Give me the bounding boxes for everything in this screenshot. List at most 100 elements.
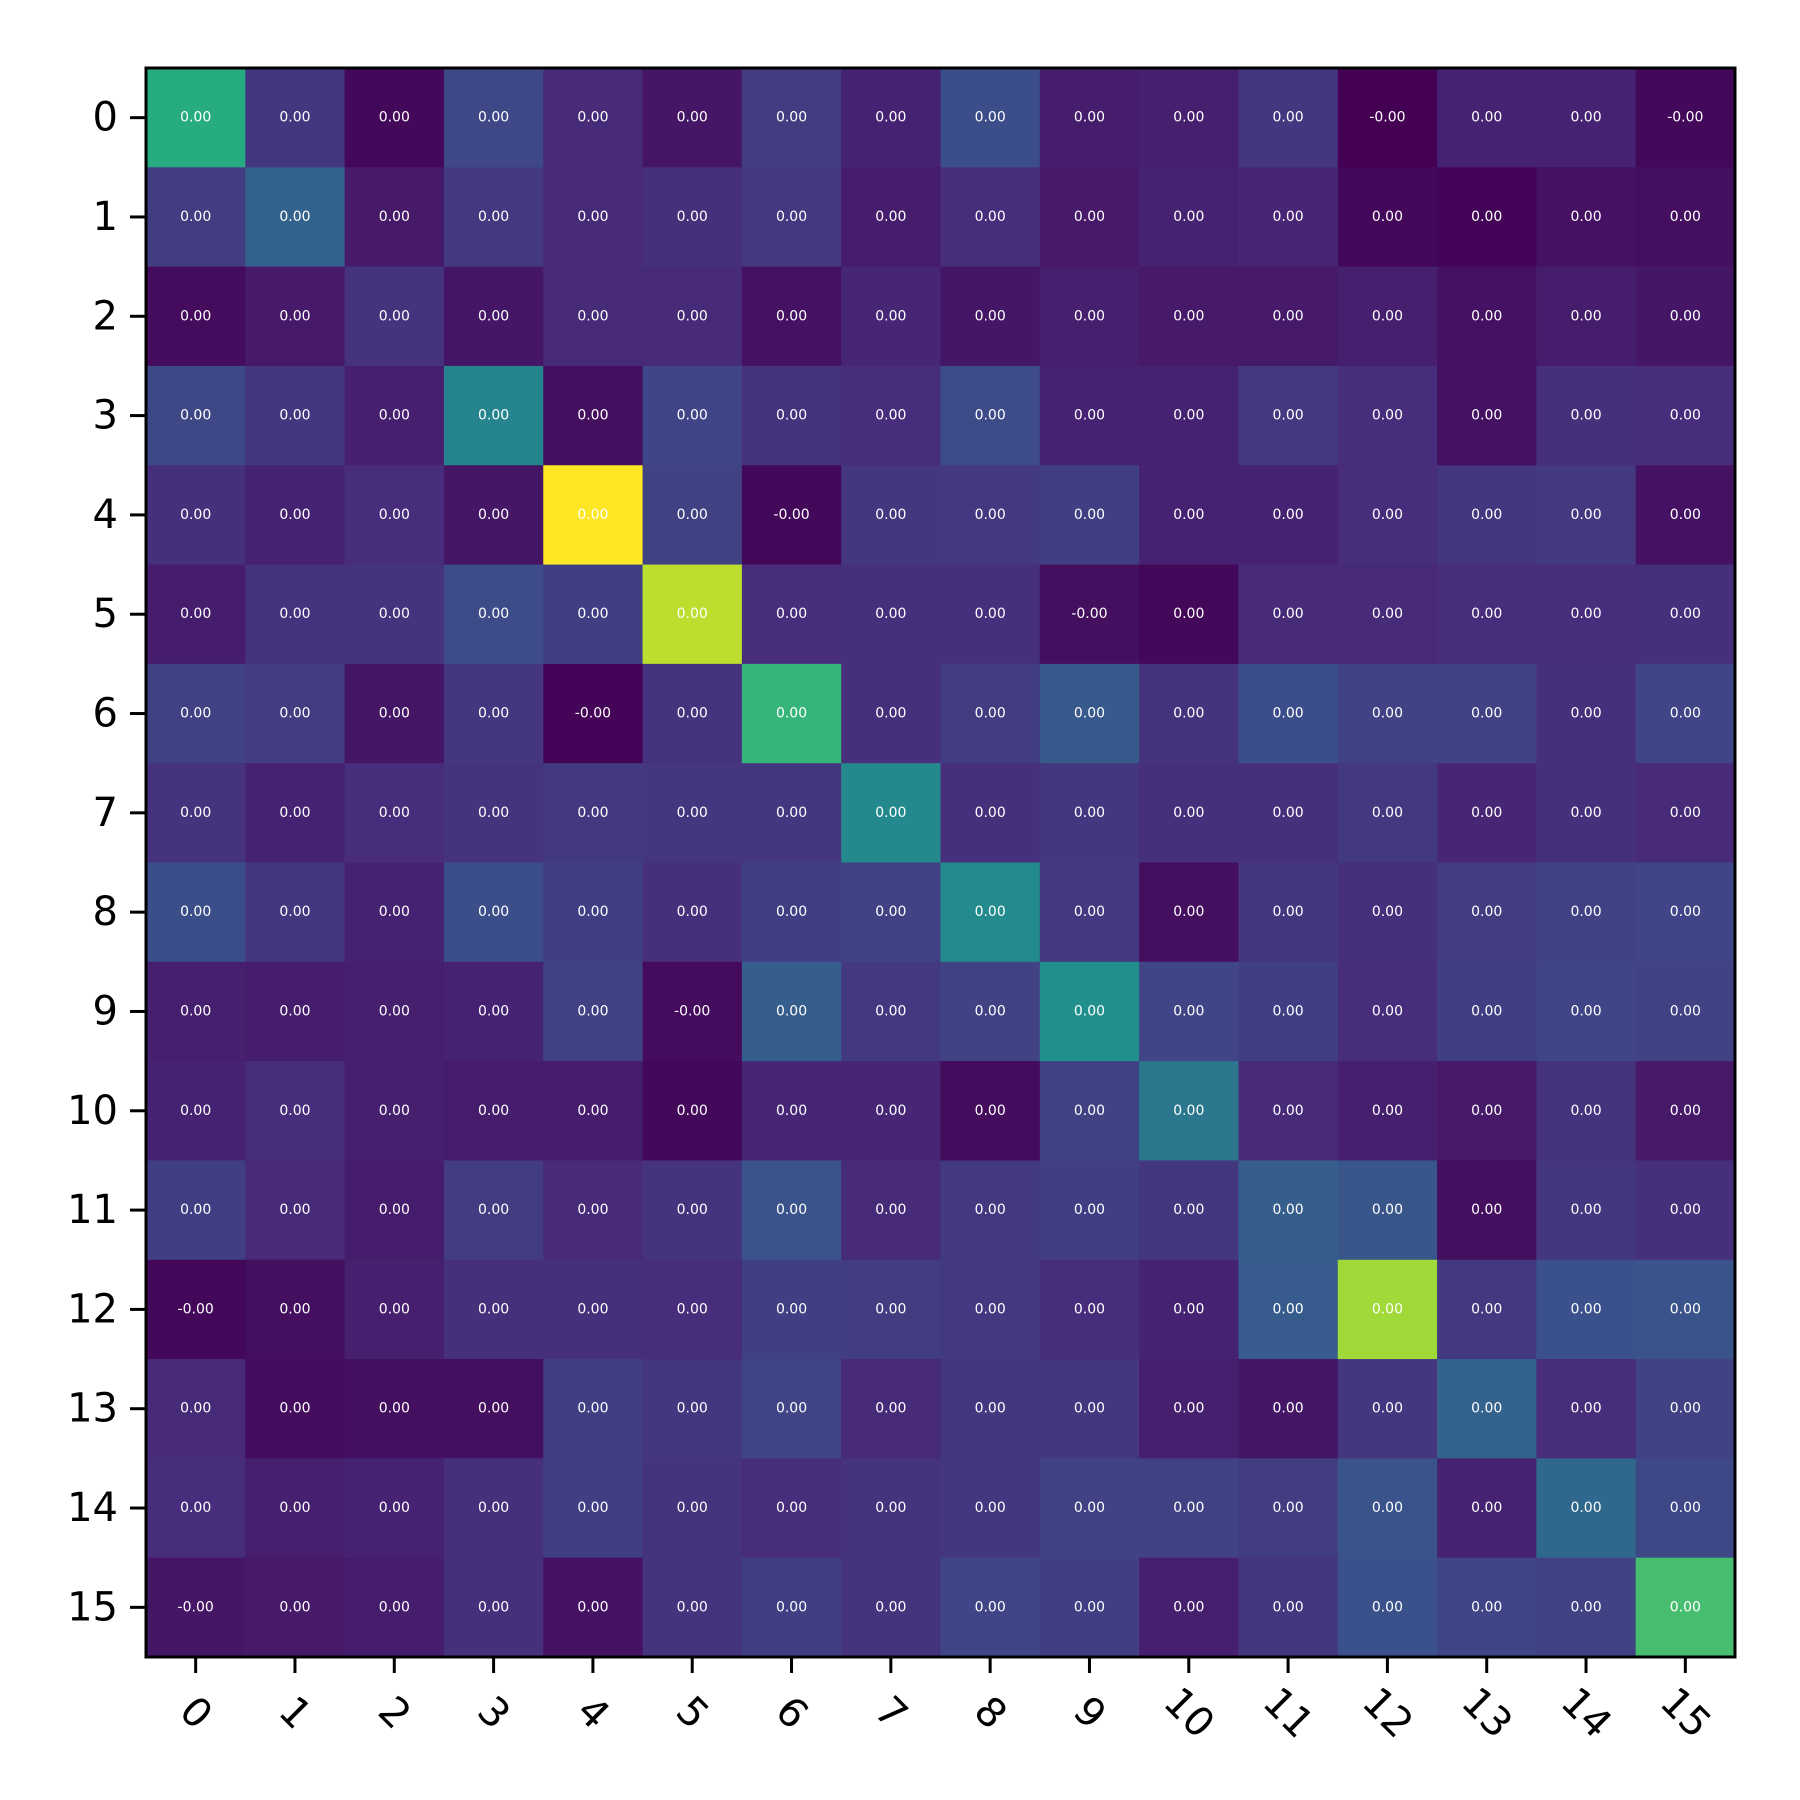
heatmap-cell — [1536, 465, 1637, 566]
heatmap-cell — [146, 1458, 246, 1559]
cell-value-label: 0.00 — [379, 904, 410, 920]
heatmap-cell — [344, 1061, 445, 1162]
cell-value-label: 0.00 — [1471, 706, 1502, 722]
cell-value-label: 0.00 — [1074, 1003, 1105, 1019]
heatmap-cell — [1238, 465, 1339, 566]
cell-value-label: 0.00 — [1074, 110, 1105, 126]
cell-value-label: 0.00 — [776, 1103, 807, 1119]
cell-value-label: 0.00 — [1273, 110, 1304, 126]
cell-value-label: 0.00 — [1372, 308, 1403, 324]
heatmap-cell — [1238, 1160, 1339, 1261]
heatmap-cell — [1238, 1557, 1339, 1658]
cell-value-label: 0.00 — [1670, 1103, 1701, 1119]
cell-value-label: 0.00 — [1273, 1401, 1304, 1417]
cell-value-label: 0.00 — [478, 209, 509, 225]
heatmap-cell — [841, 266, 942, 367]
heatmap-cell — [841, 663, 942, 764]
heatmap-cell — [1635, 1557, 1736, 1658]
y-tick-label: 7 — [93, 790, 118, 836]
cell-value-label: 0.00 — [1570, 1599, 1601, 1615]
heatmap-cell — [146, 1160, 246, 1261]
heatmap-cell — [443, 564, 544, 665]
cell-value-label: 0.00 — [279, 408, 310, 424]
cell-value-label: 0.00 — [279, 805, 310, 821]
heatmap-cell — [1238, 763, 1339, 864]
heatmap-cell — [1337, 1061, 1438, 1162]
heatmap-cell — [543, 465, 644, 566]
cell-value-label: 0.00 — [1471, 308, 1502, 324]
heatmap-cell — [443, 266, 544, 367]
cell-value-label: 0.00 — [577, 1500, 608, 1516]
heatmap-cell — [1139, 365, 1240, 466]
cell-value-label: 0.00 — [577, 507, 608, 523]
heatmap-cell — [642, 564, 743, 665]
heatmap-cell — [443, 167, 544, 268]
heatmap-cell — [1238, 266, 1339, 367]
heatmap-cell — [741, 365, 842, 466]
cell-value-label: 0.00 — [180, 209, 211, 225]
y-tick-label: 3 — [93, 393, 118, 439]
heatmap-cell — [1139, 862, 1240, 963]
cell-value-label: 0.00 — [379, 408, 410, 424]
cell-value-label: 0.00 — [379, 706, 410, 722]
heatmap-cell — [940, 1061, 1041, 1162]
y-tick-label: 1 — [93, 194, 118, 240]
cell-value-label: 0.00 — [1570, 507, 1601, 523]
cell-value-label: 0.00 — [1471, 805, 1502, 821]
heatmap-cell — [245, 465, 346, 566]
cell-value-label: 0.00 — [1570, 904, 1601, 920]
heatmap-cell — [642, 68, 743, 168]
heatmap-cell — [443, 1557, 544, 1658]
cell-value-label: 0.00 — [1273, 706, 1304, 722]
heatmap-cell — [642, 465, 743, 566]
heatmap-cell — [1536, 167, 1637, 268]
cell-value-label: 0.00 — [1570, 1103, 1601, 1119]
heatmap-cell — [344, 1458, 445, 1559]
heatmap-cell — [344, 167, 445, 268]
cell-value-label: 0.00 — [975, 408, 1006, 424]
cell-value-label: 0.00 — [1074, 308, 1105, 324]
heatmap-cell — [1437, 663, 1537, 764]
heatmap-cell — [1238, 862, 1339, 963]
y-tick-label: 0 — [93, 95, 118, 141]
cell-value-label: 0.00 — [279, 1500, 310, 1516]
heatmap-cell — [841, 1061, 942, 1162]
heatmap-cell — [344, 1359, 445, 1459]
cell-value-label: 0.00 — [180, 904, 211, 920]
cell-value-label: 0.00 — [379, 1202, 410, 1218]
heatmap-cell — [146, 1557, 246, 1658]
heatmap-cell — [940, 862, 1041, 963]
heatmap-cell — [1139, 1359, 1240, 1459]
heatmap-cell — [642, 1061, 743, 1162]
heatmap-cell — [940, 1458, 1041, 1559]
heatmap-cell — [642, 961, 743, 1062]
heatmap-cells — [146, 68, 1736, 1658]
cell-value-label: -0.00 — [1071, 606, 1107, 622]
cell-value-label: 0.00 — [1670, 507, 1701, 523]
cell-value-label: 0.00 — [776, 1599, 807, 1615]
cell-value-label: 0.00 — [1570, 209, 1601, 225]
cell-value-label: 0.00 — [875, 1401, 906, 1417]
cell-value-label: 0.00 — [180, 805, 211, 821]
heatmap-cell — [1536, 1061, 1637, 1162]
heatmap-cell — [642, 1557, 743, 1658]
cell-value-label: 0.00 — [279, 1003, 310, 1019]
heatmap-cell — [443, 663, 544, 764]
cell-value-label: 0.00 — [1670, 1401, 1701, 1417]
heatmap-cell — [841, 1259, 942, 1360]
heatmap-cell — [1139, 1061, 1240, 1162]
heatmap-cell — [245, 663, 346, 764]
heatmap-cell — [642, 1359, 743, 1459]
cell-value-label: 0.00 — [875, 209, 906, 225]
cell-value-label: 0.00 — [1471, 408, 1502, 424]
cell-value-label: 0.00 — [975, 1599, 1006, 1615]
heatmap-cell — [1536, 1259, 1637, 1360]
cell-value-label: 0.00 — [1173, 606, 1204, 622]
cell-value-label: 0.00 — [577, 1401, 608, 1417]
heatmap-cell — [245, 961, 346, 1062]
heatmap-cell — [146, 961, 246, 1062]
cell-value-label: 0.00 — [1670, 308, 1701, 324]
heatmap-cell — [245, 1557, 346, 1658]
cell-value-label: 0.00 — [1670, 1202, 1701, 1218]
